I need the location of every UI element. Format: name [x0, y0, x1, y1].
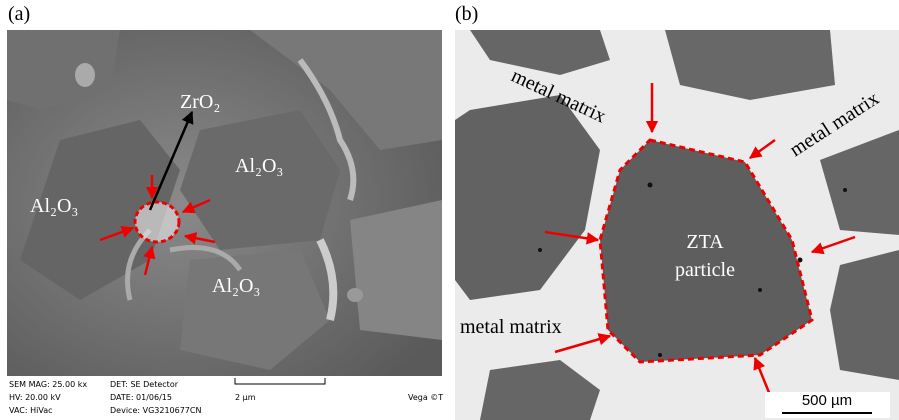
info-text: VAC: HiVac [9, 406, 53, 415]
annotation: particle [675, 259, 735, 281]
annotation: ZrO₂ [180, 91, 220, 113]
panel-label: (b) [455, 3, 478, 25]
info-text: SEM MAG: 25.00 kx [9, 380, 87, 389]
scale-label: 2 µm [235, 393, 256, 402]
annotation: Al₂O₃ [212, 275, 260, 297]
annotation: metal matrix [460, 316, 562, 338]
annotation: Al₂O₃ [30, 195, 78, 217]
panel-label: (a) [8, 3, 30, 25]
scale-label: 500 µm [802, 392, 852, 409]
annotation: ZTA [686, 231, 724, 253]
info-text: DET: SE Detector [110, 380, 179, 389]
watermark: Vega ©T [408, 393, 443, 402]
annotation: Al₂O₃ [235, 155, 283, 177]
figure: (a) (b) ZrO₂ Al₂O₃ Al₂O₃ Al₂O₃ SEM MAG: … [0, 0, 899, 420]
info-text: Device: VG3210677CN [110, 406, 201, 415]
info-text: DATE: 01/06/15 [110, 393, 172, 402]
info-text: HV: 20.00 kV [9, 393, 61, 402]
